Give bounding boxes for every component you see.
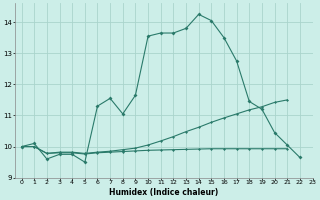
X-axis label: Humidex (Indice chaleur): Humidex (Indice chaleur)	[109, 188, 219, 197]
